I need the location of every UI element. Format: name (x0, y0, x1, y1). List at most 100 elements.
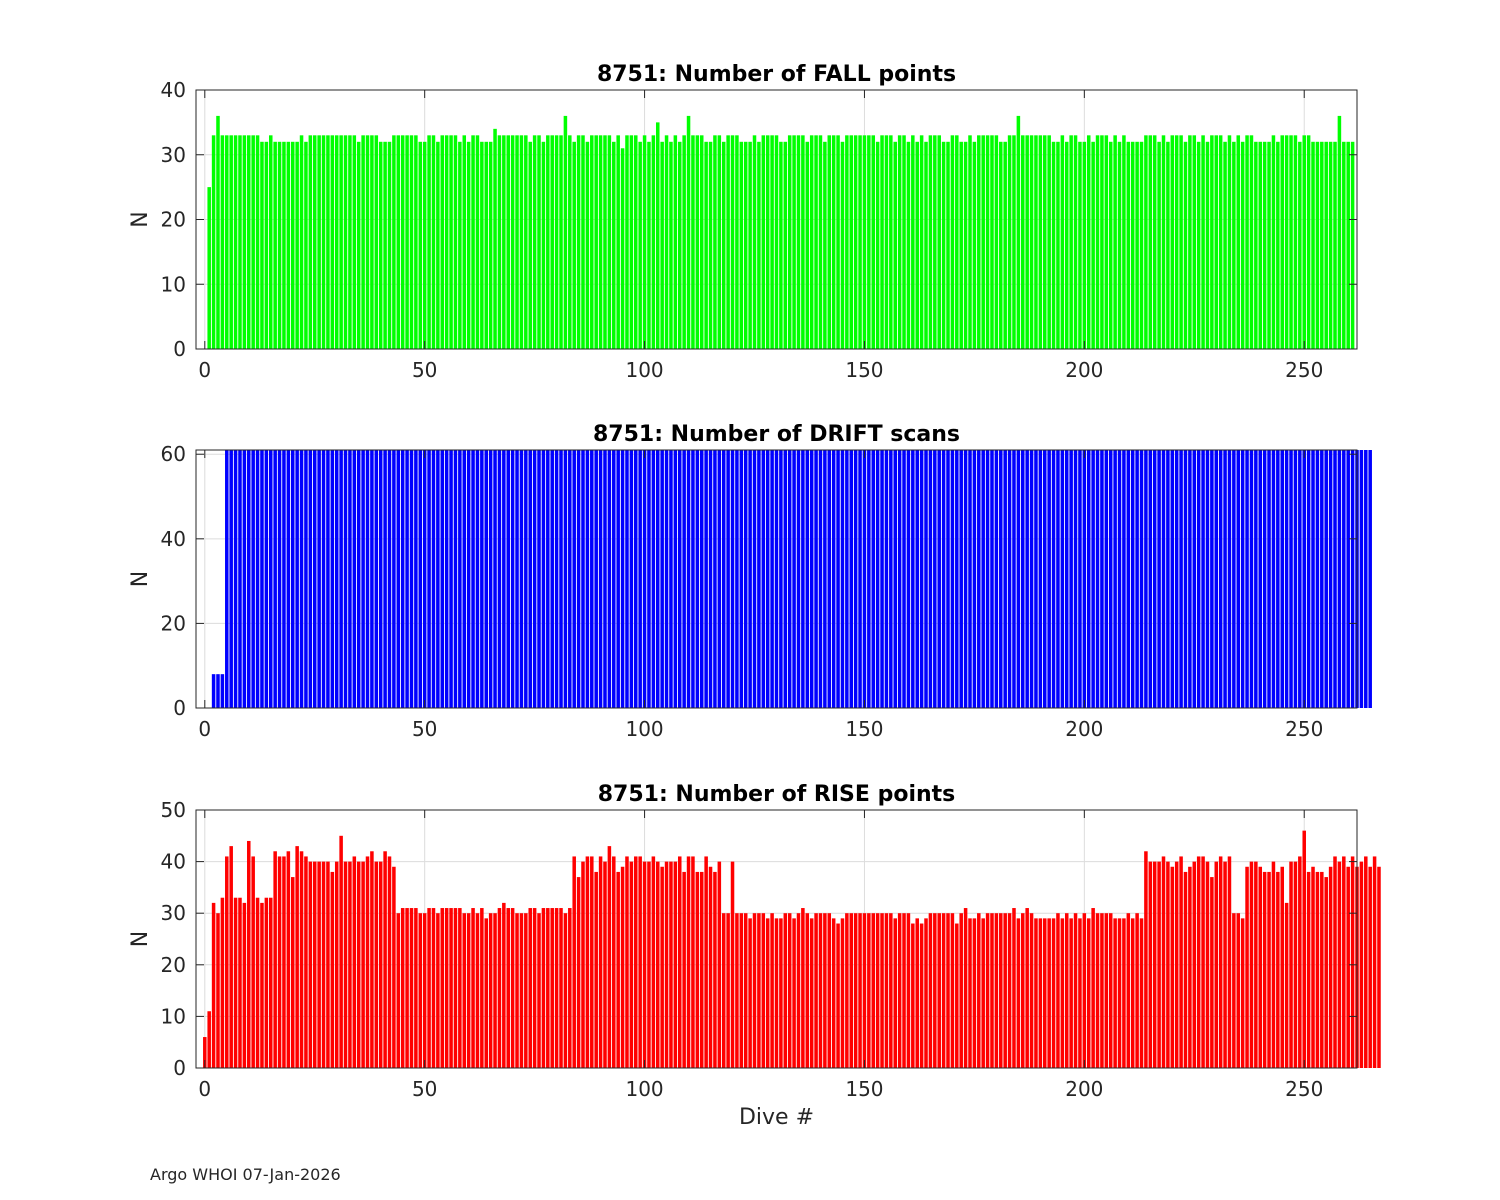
bar (638, 856, 642, 1068)
bar (414, 908, 418, 1068)
chart-title: 8751: Number of RISE points (598, 782, 956, 807)
bar (963, 908, 968, 1068)
bar (787, 135, 792, 349)
bar (1126, 913, 1131, 1068)
bar (312, 450, 317, 708)
bar (1324, 141, 1328, 349)
bar (664, 861, 669, 1068)
bar (471, 908, 475, 1068)
bar (1179, 856, 1183, 1068)
bar (1306, 450, 1311, 708)
bar (444, 908, 449, 1068)
bar (493, 450, 497, 708)
bar (858, 450, 862, 708)
bar (634, 450, 638, 708)
bar (985, 913, 990, 1068)
bar (963, 450, 968, 708)
bar (321, 450, 326, 708)
bar (1043, 450, 1047, 708)
bar (1293, 135, 1298, 349)
bar (1161, 856, 1166, 1068)
bar (977, 450, 981, 708)
bar (1188, 135, 1192, 349)
bar (1377, 866, 1381, 1068)
bar (660, 141, 664, 349)
bar (757, 141, 761, 349)
bar (840, 141, 845, 349)
bar (1245, 450, 1249, 708)
bar (1328, 450, 1333, 708)
bar (1254, 861, 1258, 1068)
bar (1148, 450, 1153, 708)
bar (1368, 450, 1372, 708)
x-tick-label: 0 (198, 717, 211, 741)
bar (809, 450, 814, 708)
bar (1157, 450, 1161, 708)
bar (928, 135, 933, 349)
bar (765, 918, 770, 1068)
bar (849, 135, 854, 349)
bar (273, 851, 277, 1068)
bar (884, 913, 889, 1068)
bar (977, 135, 981, 349)
bar (1364, 856, 1368, 1068)
bar (1174, 861, 1179, 1068)
x-tick-label: 150 (845, 717, 883, 741)
bar (392, 450, 396, 708)
bar (1135, 913, 1139, 1068)
bar (1328, 866, 1333, 1068)
bar (1148, 135, 1153, 349)
bar (977, 913, 981, 1068)
bar (625, 856, 629, 1068)
y-axis-label: N (128, 571, 153, 587)
bar (317, 450, 321, 708)
bar (814, 450, 818, 708)
bar (1262, 450, 1267, 708)
bar (651, 450, 656, 708)
bar (339, 135, 343, 349)
bar (682, 135, 686, 349)
bar (541, 450, 546, 708)
bar (1144, 135, 1148, 349)
bar (387, 141, 392, 349)
bar (1271, 135, 1276, 349)
bar (541, 141, 546, 349)
bar (466, 141, 471, 349)
bar (484, 450, 489, 708)
bar (1082, 913, 1087, 1068)
bar (981, 918, 985, 1068)
chart-title: 8751: Number of DRIFT scans (593, 422, 960, 447)
bar (370, 851, 374, 1068)
bar (823, 141, 827, 349)
bar (506, 135, 510, 349)
x-tick-label: 200 (1065, 717, 1103, 741)
bar (1337, 115, 1342, 350)
bar (1073, 450, 1078, 708)
bar (673, 861, 678, 1068)
bar (453, 908, 458, 1068)
bar (550, 908, 554, 1068)
bar (1232, 913, 1236, 1068)
bar (1267, 141, 1271, 349)
bar (607, 846, 612, 1068)
bar (409, 135, 414, 349)
bar (563, 450, 568, 708)
bar (607, 450, 612, 708)
bar (1227, 856, 1232, 1068)
bar (1249, 861, 1254, 1068)
bar (480, 141, 484, 349)
bar (853, 913, 858, 1068)
x-tick-label: 50 (412, 358, 437, 382)
bar (1043, 135, 1047, 349)
bar (1232, 450, 1236, 708)
bar (1346, 866, 1350, 1068)
bar (1311, 866, 1315, 1068)
bar (761, 450, 766, 708)
bar (704, 141, 708, 349)
bar (1126, 141, 1131, 349)
bar (941, 141, 946, 349)
bar (739, 913, 744, 1068)
bar (743, 450, 748, 708)
bar (607, 135, 612, 349)
bar (1157, 141, 1161, 349)
